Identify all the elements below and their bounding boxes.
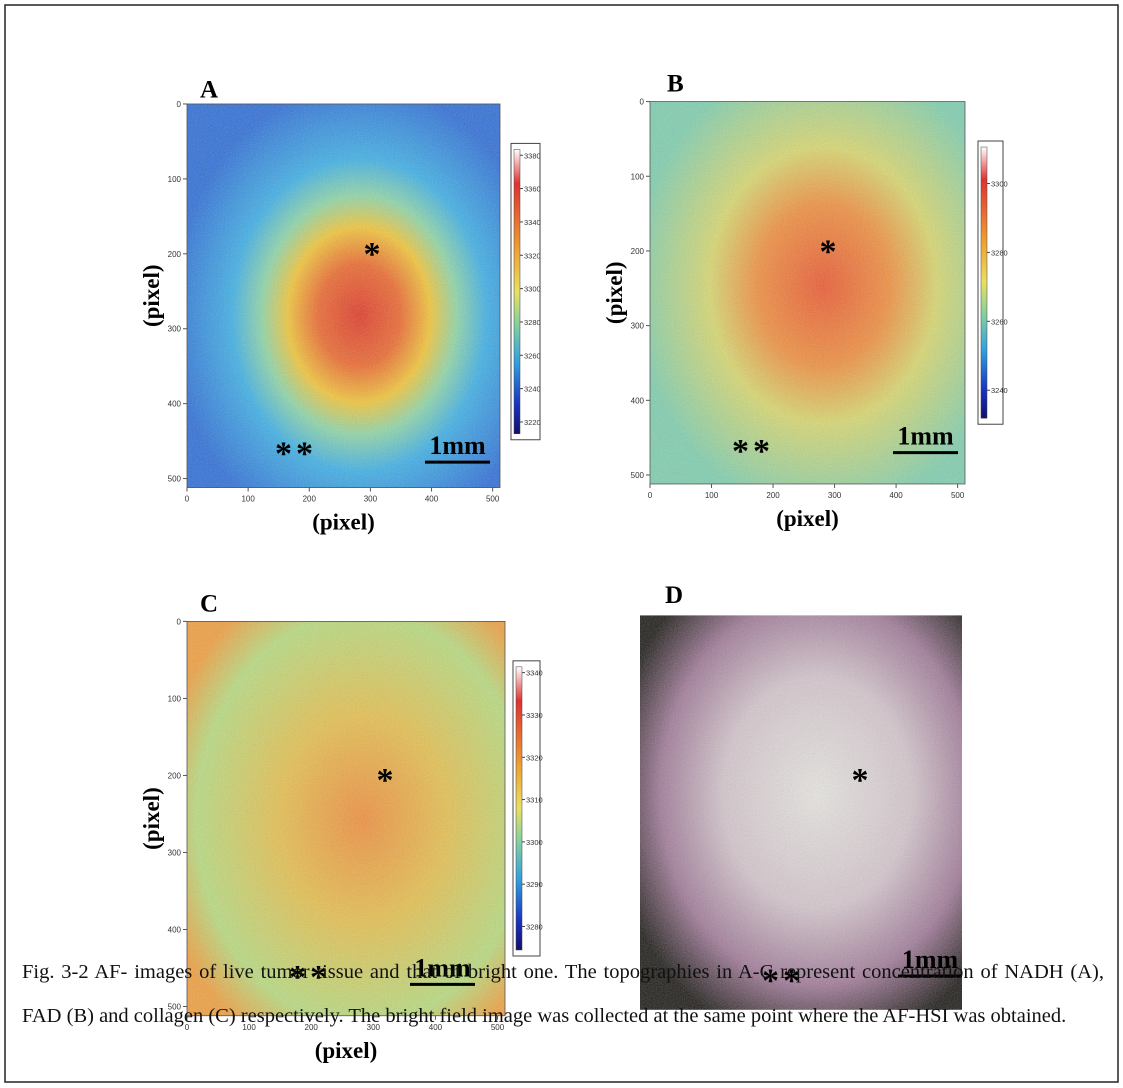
colorbar-tick-label: 3290 — [526, 880, 543, 889]
y-tick-label: 300 — [168, 848, 182, 857]
colorbar-tick-label: 3260 — [991, 317, 1008, 326]
y-tick-label: 300 — [631, 322, 645, 331]
marker-single: * — [820, 234, 837, 271]
image-noise — [650, 101, 965, 484]
colorbar-tick-label: 3330 — [526, 711, 543, 720]
image-noise — [187, 103, 500, 488]
y-tick-label: 100 — [168, 175, 182, 184]
plot-frame — [186, 621, 506, 1017]
colorbar-tick-label: 3300 — [991, 179, 1008, 188]
colorbar-tick-label: 3280 — [991, 248, 1008, 257]
y-tick-label: 0 — [177, 100, 182, 109]
x-tick-label: 300 — [828, 491, 842, 500]
colorbar-tick-label: 3310 — [526, 796, 543, 805]
colorbar — [515, 666, 523, 951]
colorbar-tick-label: 3260 — [524, 351, 541, 360]
y-tick-label: 400 — [631, 396, 645, 405]
panel-label: C — [200, 590, 218, 617]
y-tick-label: 500 — [631, 471, 645, 480]
colorbar-tick-label: 3300 — [526, 838, 543, 847]
y-axis-label: (pixel) — [139, 264, 164, 327]
panel-label: A — [200, 77, 218, 104]
colorbar-tick-label: 3360 — [524, 185, 541, 194]
colorbar-tick-label: 3240 — [524, 385, 541, 394]
x-tick-label: 300 — [367, 1023, 381, 1032]
plot-frame — [186, 103, 501, 488]
colorbar-tick-label: 3220 — [524, 418, 541, 427]
y-axis-label: (pixel) — [139, 787, 164, 850]
y-tick-label: 200 — [168, 771, 182, 780]
scale-bar-label: 1mm — [414, 953, 471, 982]
colorbar — [980, 146, 988, 419]
y-tick-label: 500 — [168, 475, 182, 484]
x-tick-label: 200 — [305, 1023, 319, 1032]
x-tick-label: 300 — [364, 495, 378, 504]
x-axis-label: (pixel) — [776, 506, 839, 531]
marker-single: * — [852, 762, 869, 799]
y-tick-label: 100 — [168, 694, 182, 703]
marker-double: ** — [275, 436, 317, 473]
x-tick-label: 0 — [185, 495, 190, 504]
x-tick-label: 500 — [491, 1023, 505, 1032]
x-axis-label: (pixel) — [315, 1038, 378, 1063]
x-tick-label: 0 — [648, 491, 653, 500]
y-tick-label: 0 — [177, 617, 182, 626]
panel-label: D — [665, 582, 683, 609]
x-tick-label: 0 — [185, 1023, 190, 1032]
x-tick-label: 100 — [241, 495, 255, 504]
colorbar-tick-label: 3320 — [526, 753, 543, 762]
marker-single: * — [377, 762, 394, 799]
marker-single: * — [364, 236, 381, 273]
x-tick-label: 400 — [425, 495, 439, 504]
x-tick-label: 500 — [486, 495, 500, 504]
colorbar-tick-label: 3340 — [524, 218, 541, 227]
y-tick-label: 400 — [168, 400, 182, 409]
x-tick-label: 200 — [766, 491, 780, 500]
y-tick-label: 200 — [631, 247, 645, 256]
y-tick-label: 300 — [168, 325, 182, 334]
x-tick-label: 400 — [429, 1023, 443, 1032]
colorbar-tick-label: 3300 — [524, 285, 541, 294]
colorbar-tick-label: 3240 — [991, 386, 1008, 395]
y-tick-label: 100 — [631, 172, 645, 181]
scale-bar-label: 1mm — [897, 422, 954, 451]
x-tick-label: 500 — [951, 491, 965, 500]
caption: Fig. 3-2 AF- images of live tumor tissue… — [22, 961, 1104, 1027]
scale-bar-label: 1mm — [902, 945, 959, 974]
colorbar-tick-label: 3280 — [524, 318, 541, 327]
marker-double: ** — [762, 963, 804, 1000]
y-tick-label: 500 — [168, 1003, 182, 1012]
marker-double: ** — [732, 433, 774, 470]
x-tick-label: 100 — [242, 1023, 256, 1032]
colorbar-tick-label: 3320 — [524, 251, 541, 260]
image-noise — [640, 615, 962, 1010]
image-noise — [187, 621, 505, 1016]
x-tick-label: 200 — [303, 495, 317, 504]
colorbar-tick-label: 3380 — [524, 151, 541, 160]
y-tick-label: 400 — [168, 925, 182, 934]
y-axis-label: (pixel) — [602, 261, 627, 324]
y-tick-label: 0 — [640, 98, 645, 107]
scale-bar-label: 1mm — [429, 431, 486, 460]
figure-frame — [4, 4, 1119, 1083]
colorbar-tick-label: 3340 — [526, 669, 543, 678]
x-tick-label: 100 — [705, 491, 719, 500]
marker-double: ** — [289, 959, 331, 996]
plot-frame — [649, 101, 966, 485]
x-tick-label: 400 — [889, 491, 903, 500]
y-tick-label: 200 — [168, 250, 182, 259]
x-axis-label: (pixel) — [312, 510, 375, 535]
panel-label: B — [667, 71, 684, 98]
colorbar-tick-label: 3280 — [526, 922, 543, 931]
colorbar — [513, 149, 521, 435]
